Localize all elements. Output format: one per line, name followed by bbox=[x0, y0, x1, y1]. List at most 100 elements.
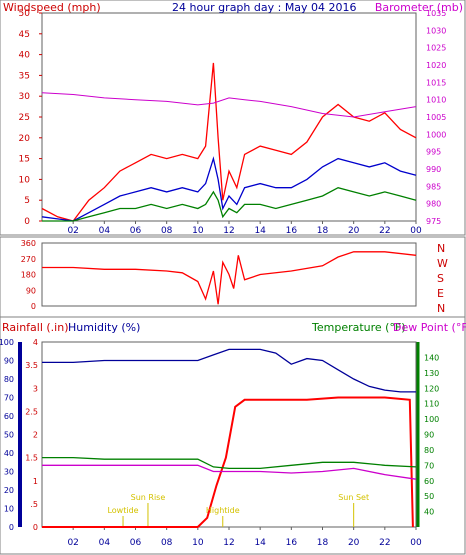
dir-tick-2: 180 bbox=[21, 271, 36, 280]
compass-1: W bbox=[437, 257, 448, 270]
annotation-0: Lowtide bbox=[107, 506, 138, 515]
series-direction bbox=[42, 251, 417, 305]
dir-tick-1: 90 bbox=[26, 286, 36, 295]
humidity-tick-0: 0 bbox=[9, 523, 14, 532]
bottom-xtick-3: 08 bbox=[161, 538, 173, 548]
temp-tick-6: 100 bbox=[424, 415, 439, 424]
top-xtick-10: 22 bbox=[379, 226, 390, 236]
bottom-xtick-4: 10 bbox=[192, 538, 204, 548]
windspeed-axis-label: Windspeed (mph) bbox=[3, 1, 101, 14]
dir-tick-4: 360 bbox=[21, 239, 36, 248]
rain-tick-4: 2 bbox=[33, 431, 38, 440]
baro-tick-9: 1020 bbox=[426, 61, 446, 70]
rain-tick-7: 3.5 bbox=[25, 361, 38, 370]
chart-title: 24 hour graph day : May 04 2016 bbox=[172, 1, 357, 14]
rain-tick-2: 1 bbox=[33, 477, 38, 486]
dir-tick-3: 270 bbox=[21, 255, 36, 264]
rain-tick-5: 2.5 bbox=[25, 407, 38, 416]
compass-0: N bbox=[437, 242, 445, 255]
bottom-xtick-7: 16 bbox=[286, 538, 298, 548]
series-barometer bbox=[41, 92, 417, 118]
baro-tick-7: 1010 bbox=[426, 96, 446, 105]
baro-tick-4: 995 bbox=[426, 148, 441, 157]
top-xtick-7: 16 bbox=[286, 226, 298, 236]
mid-plot-area bbox=[41, 242, 417, 307]
compass-2: S bbox=[437, 272, 444, 285]
baro-tick-6: 1005 bbox=[426, 113, 446, 122]
wind-tick-0: 0 bbox=[24, 217, 30, 227]
wind-tick-8: 40 bbox=[19, 51, 31, 61]
temp-tick-9: 130 bbox=[424, 369, 439, 378]
baro-tick-11: 1030 bbox=[426, 26, 446, 35]
baro-tick-2: 985 bbox=[426, 182, 441, 191]
humidity-tick-3: 30 bbox=[4, 468, 14, 477]
wind-tick-6: 30 bbox=[19, 92, 31, 102]
temp-tick-8: 120 bbox=[424, 384, 439, 393]
baro-tick-3: 990 bbox=[426, 165, 441, 174]
bottom-xtick-11: 00 bbox=[410, 538, 422, 548]
bottom-panel-frame bbox=[0, 316, 466, 555]
wind-tick-5: 25 bbox=[19, 113, 30, 123]
rain-tick-6: 3 bbox=[33, 384, 38, 393]
series-humidity bbox=[42, 348, 416, 393]
compass-4: N bbox=[437, 302, 445, 315]
series-low bbox=[42, 187, 417, 222]
wind-tick-3: 15 bbox=[19, 155, 30, 165]
humidity-tick-9: 90 bbox=[4, 357, 14, 366]
temp-tick-3: 70 bbox=[424, 461, 434, 470]
humidity-tick-10: 100 bbox=[0, 338, 14, 347]
top-xtick-9: 20 bbox=[348, 226, 360, 236]
rain-tick-8: 4 bbox=[33, 338, 38, 347]
temp-tick-5: 90 bbox=[424, 431, 434, 440]
annotation-3: Sun Set bbox=[338, 493, 369, 502]
baro-tick-8: 1015 bbox=[426, 78, 446, 87]
bottom-xtick-1: 04 bbox=[99, 538, 111, 548]
temp-tick-10: 140 bbox=[424, 353, 439, 362]
humidity-tick-8: 80 bbox=[4, 375, 14, 384]
compass-3: E bbox=[437, 287, 444, 300]
bottom-xtick-8: 18 bbox=[317, 538, 329, 548]
barometer-axis-label: Barometer (mb) bbox=[375, 1, 463, 14]
legend-dewpoint: Dew Point (°F) bbox=[393, 321, 466, 334]
series-dewpoint bbox=[42, 464, 417, 480]
top-xtick-6: 14 bbox=[254, 226, 266, 236]
series-temp bbox=[42, 456, 417, 470]
wind-tick-2: 10 bbox=[19, 175, 31, 185]
rain-tick-1: .5 bbox=[30, 500, 38, 509]
humidity-tick-4: 40 bbox=[4, 449, 14, 458]
wind-tick-9: 45 bbox=[19, 30, 30, 40]
wind-tick-10: 50 bbox=[19, 9, 31, 19]
top-xtick-5: 12 bbox=[223, 226, 234, 236]
bottom-xtick-2: 06 bbox=[130, 538, 142, 548]
temp-tick-7: 110 bbox=[424, 400, 439, 409]
baro-tick-0: 975 bbox=[426, 217, 441, 226]
bottom-xtick-6: 14 bbox=[254, 538, 266, 548]
legend-rainfall: Rainfall (.in) bbox=[2, 321, 69, 334]
top-xtick-3: 08 bbox=[161, 226, 173, 236]
legend-humidity: Humidity (%) bbox=[68, 321, 140, 334]
series-gust bbox=[41, 62, 417, 222]
top-xtick-4: 10 bbox=[192, 226, 204, 236]
temp-tick-1: 50 bbox=[424, 492, 434, 501]
humidity-tick-6: 60 bbox=[4, 412, 14, 421]
top-xtick-11: 00 bbox=[410, 226, 422, 236]
baro-tick-5: 1000 bbox=[426, 130, 446, 139]
rain-tick-3: 1.5 bbox=[25, 454, 38, 463]
series-avg bbox=[41, 156, 417, 222]
bottom-xtick-5: 12 bbox=[223, 538, 234, 548]
annotation-1: Sun Rise bbox=[131, 493, 166, 502]
baro-tick-1: 980 bbox=[426, 200, 441, 209]
temp-tick-2: 60 bbox=[424, 477, 434, 486]
legend-temperature: Temperature (°F) bbox=[311, 321, 406, 334]
temp-tick-4: 80 bbox=[424, 446, 434, 455]
bottom-xtick-10: 22 bbox=[379, 538, 390, 548]
humidity-tick-1: 10 bbox=[4, 505, 14, 514]
top-xtick-0: 02 bbox=[67, 226, 78, 236]
top-xtick-1: 04 bbox=[99, 226, 111, 236]
dir-tick-0: 0 bbox=[31, 302, 36, 311]
humidity-tick-2: 20 bbox=[4, 486, 14, 495]
baro-tick-12: 1035 bbox=[426, 9, 446, 18]
wind-tick-4: 20 bbox=[19, 134, 31, 144]
